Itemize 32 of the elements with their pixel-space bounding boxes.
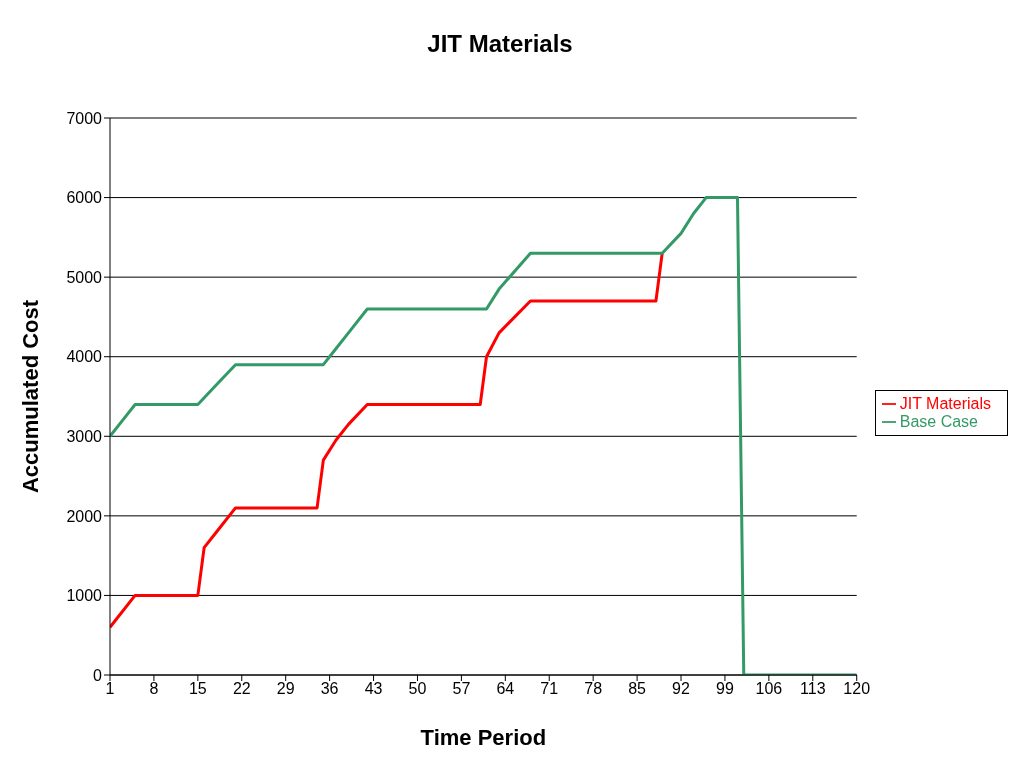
y-tick-label: 3000 [66,427,103,445]
x-tick-label: 36 [320,680,339,698]
x-tick-label: 1 [105,680,115,698]
x-tick-label: 57 [452,680,471,698]
x-tick-label: 99 [716,680,734,698]
y-tick-label: 4000 [66,348,103,366]
line-series [110,251,664,629]
x-axis-title: Time Period [420,725,547,750]
y-tick-label: 6000 [66,189,103,207]
y-tick-label: 7000 [66,109,103,127]
x-tick-label: 15 [188,680,207,698]
x-tick-label: 85 [628,680,647,698]
y-tick-label: 0 [93,666,103,684]
x-tick-label: 50 [408,680,427,698]
x-tick-label: 92 [672,680,691,698]
x-tick-label: 71 [540,680,559,698]
x-tick-label: 22 [232,680,251,698]
x-tick-label: 8 [149,680,159,698]
y-axis-title: Accumulated Cost [17,299,43,494]
x-tick-label: 78 [584,680,603,698]
x-tick-label: 43 [364,680,383,698]
x-tick-label: 106 [755,680,783,698]
y-tick-label: 5000 [66,268,103,286]
x-tick-label: 113 [800,680,826,698]
legend-label: JIT Materials [899,394,991,412]
x-tick-label: 64 [496,680,515,698]
x-tick-label: 120 [843,680,871,698]
chart-title: JIT Materials [426,30,574,58]
y-tick-label: 2000 [66,507,103,525]
legend-label: Base Case [899,412,978,430]
x-tick-label: 29 [276,680,295,698]
y-tick-label: 1000 [66,587,103,605]
